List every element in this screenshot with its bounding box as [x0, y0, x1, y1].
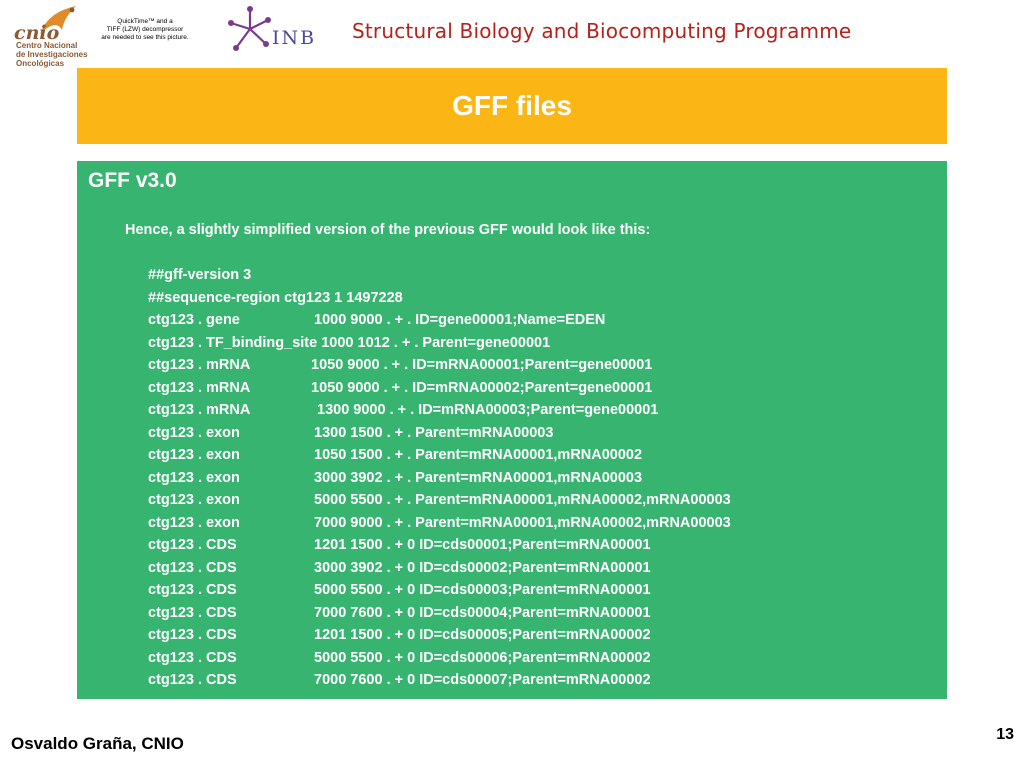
quicktime-notice: QuickTime™ and a TIFF (LZW) decompressor…	[101, 18, 189, 41]
cnio-logo: cnio Centro Nacional de Investigaciones …	[6, 4, 88, 68]
cnio-wordmark: cnio	[14, 22, 60, 44]
cnio-subtitle: Centro Nacional de Investigaciones Oncol…	[16, 41, 88, 68]
cnio-bird-icon	[40, 6, 76, 34]
inb-logo: INB	[228, 6, 338, 56]
panel-intro: Hence, a slightly simplified version of …	[125, 222, 651, 238]
content-panel: GFF v3.0 Hence, a slightly simplified ve…	[77, 161, 947, 699]
author-credit: Osvaldo Graña, CNIO	[11, 734, 184, 753]
panel-heading: GFF v3.0	[88, 169, 177, 192]
inb-wordmark: INB	[272, 27, 317, 49]
page-number: 13	[996, 726, 1014, 743]
slide-title: GFF files	[452, 90, 572, 121]
slide-title-band: GFF files	[77, 68, 947, 144]
molecule-star-icon	[228, 6, 271, 51]
programme-title: Structural Biology and Biocomputing Prog…	[352, 19, 852, 43]
